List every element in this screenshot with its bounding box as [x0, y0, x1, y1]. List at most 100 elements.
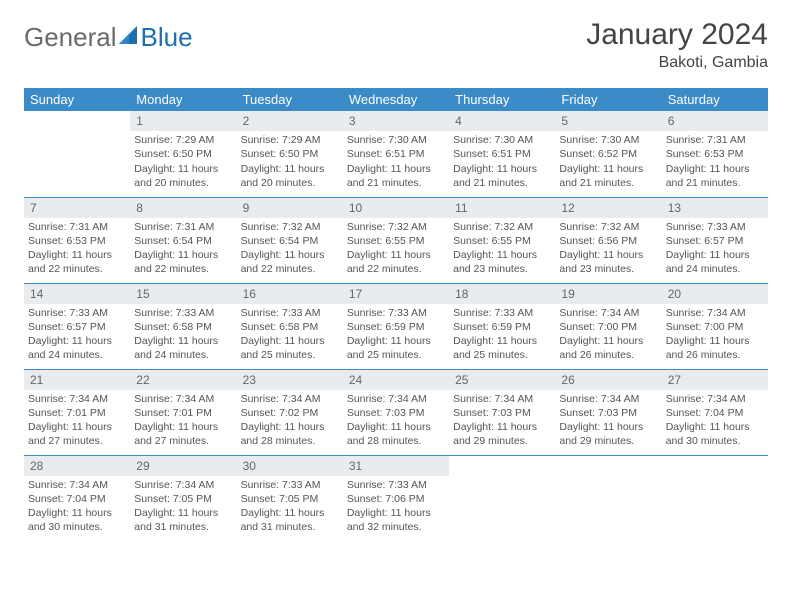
logo-sail-icon [119, 24, 141, 50]
day-number: 21 [24, 370, 130, 390]
calendar-day-cell: 10Sunrise: 7:32 AMSunset: 6:55 PMDayligh… [343, 197, 449, 283]
day-details: Sunrise: 7:33 AMSunset: 6:59 PMDaylight:… [343, 304, 449, 367]
calendar-day-cell: .. [555, 455, 661, 541]
weekday-header: Thursday [449, 88, 555, 111]
calendar-day-cell: 16Sunrise: 7:33 AMSunset: 6:58 PMDayligh… [237, 283, 343, 369]
calendar-day-cell: 20Sunrise: 7:34 AMSunset: 7:00 PMDayligh… [662, 283, 768, 369]
day-number: 16 [237, 284, 343, 304]
day-number: 8 [130, 198, 236, 218]
day-number: 13 [662, 198, 768, 218]
day-number: 17 [343, 284, 449, 304]
calendar-day-cell: 8Sunrise: 7:31 AMSunset: 6:54 PMDaylight… [130, 197, 236, 283]
weekday-header: Sunday [24, 88, 130, 111]
calendar-table: Sunday Monday Tuesday Wednesday Thursday… [24, 88, 768, 541]
calendar-day-cell: 23Sunrise: 7:34 AMSunset: 7:02 PMDayligh… [237, 369, 343, 455]
day-number: 18 [449, 284, 555, 304]
day-details: Sunrise: 7:34 AMSunset: 7:03 PMDaylight:… [343, 390, 449, 453]
calendar-week-row: 21Sunrise: 7:34 AMSunset: 7:01 PMDayligh… [24, 369, 768, 455]
day-number: 1 [130, 111, 236, 131]
title-block: January 2024 Bakoti, Gambia [586, 18, 768, 72]
day-number: 14 [24, 284, 130, 304]
day-number: 7 [24, 198, 130, 218]
day-details: Sunrise: 7:31 AMSunset: 6:53 PMDaylight:… [662, 131, 768, 194]
day-number: 24 [343, 370, 449, 390]
day-number: 29 [130, 456, 236, 476]
calendar-day-cell: 4Sunrise: 7:30 AMSunset: 6:51 PMDaylight… [449, 111, 555, 197]
day-details: Sunrise: 7:34 AMSunset: 7:01 PMDaylight:… [24, 390, 130, 453]
calendar-day-cell: 12Sunrise: 7:32 AMSunset: 6:56 PMDayligh… [555, 197, 661, 283]
day-details: Sunrise: 7:29 AMSunset: 6:50 PMDaylight:… [130, 131, 236, 194]
day-details: Sunrise: 7:33 AMSunset: 6:59 PMDaylight:… [449, 304, 555, 367]
day-number: 27 [662, 370, 768, 390]
day-number: 2 [237, 111, 343, 131]
weekday-header: Wednesday [343, 88, 449, 111]
calendar-day-cell: 13Sunrise: 7:33 AMSunset: 6:57 PMDayligh… [662, 197, 768, 283]
day-number: 20 [662, 284, 768, 304]
day-details: Sunrise: 7:34 AMSunset: 7:04 PMDaylight:… [24, 476, 130, 539]
calendar-day-cell: 30Sunrise: 7:33 AMSunset: 7:05 PMDayligh… [237, 455, 343, 541]
day-number: 3 [343, 111, 449, 131]
header-bar: General Blue January 2024 Bakoti, Gambia [24, 18, 768, 88]
day-details: Sunrise: 7:30 AMSunset: 6:51 PMDaylight:… [449, 131, 555, 194]
calendar-day-cell: 17Sunrise: 7:33 AMSunset: 6:59 PMDayligh… [343, 283, 449, 369]
day-details: Sunrise: 7:32 AMSunset: 6:54 PMDaylight:… [237, 218, 343, 281]
day-details: Sunrise: 7:33 AMSunset: 6:57 PMDaylight:… [662, 218, 768, 281]
day-number: 30 [237, 456, 343, 476]
day-details: Sunrise: 7:34 AMSunset: 7:02 PMDaylight:… [237, 390, 343, 453]
calendar-day-cell: 28Sunrise: 7:34 AMSunset: 7:04 PMDayligh… [24, 455, 130, 541]
day-details: Sunrise: 7:33 AMSunset: 7:06 PMDaylight:… [343, 476, 449, 539]
weekday-header-row: Sunday Monday Tuesday Wednesday Thursday… [24, 88, 768, 111]
day-number: 22 [130, 370, 236, 390]
day-number: 19 [555, 284, 661, 304]
calendar-page: General Blue January 2024 Bakoti, Gambia… [0, 0, 792, 612]
day-details: Sunrise: 7:34 AMSunset: 7:03 PMDaylight:… [555, 390, 661, 453]
day-number: 6 [662, 111, 768, 131]
day-number: 23 [237, 370, 343, 390]
day-number: 28 [24, 456, 130, 476]
calendar-day-cell: 14Sunrise: 7:33 AMSunset: 6:57 PMDayligh… [24, 283, 130, 369]
weekday-header: Monday [130, 88, 236, 111]
day-details: Sunrise: 7:34 AMSunset: 7:05 PMDaylight:… [130, 476, 236, 539]
day-number: 15 [130, 284, 236, 304]
calendar-day-cell: 2Sunrise: 7:29 AMSunset: 6:50 PMDaylight… [237, 111, 343, 197]
calendar-day-cell: 11Sunrise: 7:32 AMSunset: 6:55 PMDayligh… [449, 197, 555, 283]
calendar-day-cell: 7Sunrise: 7:31 AMSunset: 6:53 PMDaylight… [24, 197, 130, 283]
calendar-day-cell: 5Sunrise: 7:30 AMSunset: 6:52 PMDaylight… [555, 111, 661, 197]
day-details: Sunrise: 7:34 AMSunset: 7:00 PMDaylight:… [555, 304, 661, 367]
calendar-day-cell: .. [24, 111, 130, 197]
calendar-day-cell: 22Sunrise: 7:34 AMSunset: 7:01 PMDayligh… [130, 369, 236, 455]
day-number: 26 [555, 370, 661, 390]
calendar-week-row: 7Sunrise: 7:31 AMSunset: 6:53 PMDaylight… [24, 197, 768, 283]
day-details: Sunrise: 7:34 AMSunset: 7:03 PMDaylight:… [449, 390, 555, 453]
day-number: 10 [343, 198, 449, 218]
calendar-day-cell: 9Sunrise: 7:32 AMSunset: 6:54 PMDaylight… [237, 197, 343, 283]
calendar-day-cell: 19Sunrise: 7:34 AMSunset: 7:00 PMDayligh… [555, 283, 661, 369]
calendar-week-row: 28Sunrise: 7:34 AMSunset: 7:04 PMDayligh… [24, 455, 768, 541]
calendar-day-cell: 24Sunrise: 7:34 AMSunset: 7:03 PMDayligh… [343, 369, 449, 455]
logo-word-2: Blue [141, 24, 193, 50]
day-details: Sunrise: 7:29 AMSunset: 6:50 PMDaylight:… [237, 131, 343, 194]
calendar-week-row: ..1Sunrise: 7:29 AMSunset: 6:50 PMDaylig… [24, 111, 768, 197]
day-details: Sunrise: 7:34 AMSunset: 7:01 PMDaylight:… [130, 390, 236, 453]
weekday-header: Saturday [662, 88, 768, 111]
day-details: Sunrise: 7:33 AMSunset: 6:58 PMDaylight:… [130, 304, 236, 367]
calendar-day-cell: 29Sunrise: 7:34 AMSunset: 7:05 PMDayligh… [130, 455, 236, 541]
location-subtitle: Bakoti, Gambia [586, 54, 768, 72]
day-details: Sunrise: 7:32 AMSunset: 6:55 PMDaylight:… [343, 218, 449, 281]
day-number: 31 [343, 456, 449, 476]
day-number: 11 [449, 198, 555, 218]
day-number: 25 [449, 370, 555, 390]
calendar-day-cell: 3Sunrise: 7:30 AMSunset: 6:51 PMDaylight… [343, 111, 449, 197]
weekday-header: Tuesday [237, 88, 343, 111]
weekday-header: Friday [555, 88, 661, 111]
day-number: 12 [555, 198, 661, 218]
calendar-day-cell: .. [449, 455, 555, 541]
day-number: 9 [237, 198, 343, 218]
day-details: Sunrise: 7:32 AMSunset: 6:56 PMDaylight:… [555, 218, 661, 281]
calendar-day-cell: 25Sunrise: 7:34 AMSunset: 7:03 PMDayligh… [449, 369, 555, 455]
day-number: 4 [449, 111, 555, 131]
calendar-day-cell: 18Sunrise: 7:33 AMSunset: 6:59 PMDayligh… [449, 283, 555, 369]
day-details: Sunrise: 7:31 AMSunset: 6:54 PMDaylight:… [130, 218, 236, 281]
calendar-day-cell: 1Sunrise: 7:29 AMSunset: 6:50 PMDaylight… [130, 111, 236, 197]
day-details: Sunrise: 7:31 AMSunset: 6:53 PMDaylight:… [24, 218, 130, 281]
